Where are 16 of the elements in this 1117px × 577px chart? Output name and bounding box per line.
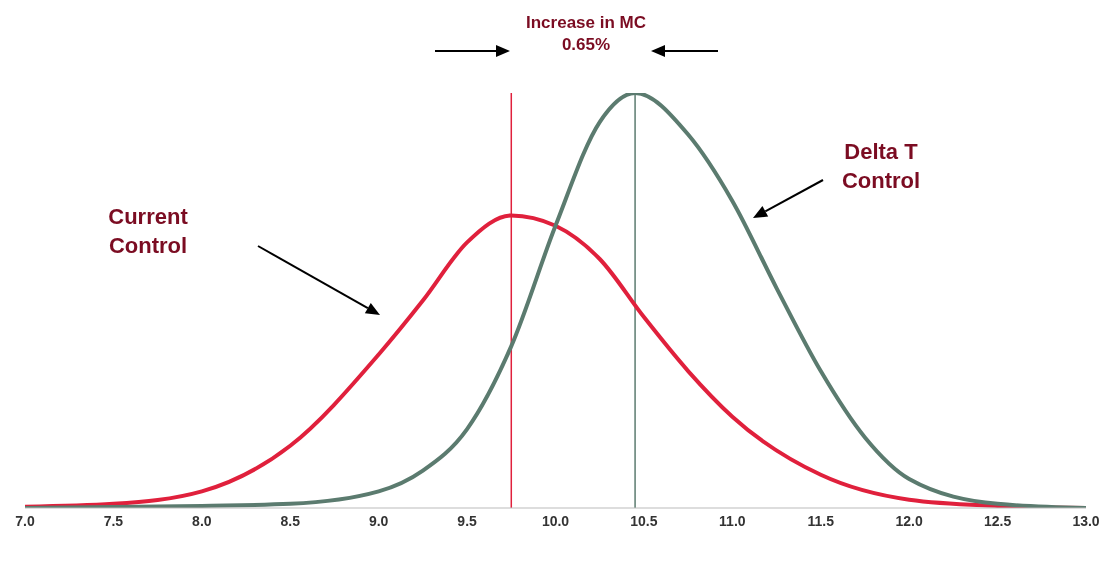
x-tick-label: 10.0 — [541, 512, 570, 529]
x-tick-label: 7.5 — [103, 512, 124, 529]
x-tick-label: 10.5 — [630, 512, 658, 529]
x-tick-label: 8.0 — [192, 512, 212, 529]
x-tick-label: 13.0 — [1072, 512, 1100, 529]
annotation: Current Control — [107, 203, 189, 260]
x-tick-label: 12.0 — [895, 512, 923, 529]
x-tick-label: 9.5 — [457, 512, 478, 529]
x-tick-label: 11.5 — [807, 512, 835, 529]
x-tick-label: 8.5 — [280, 512, 301, 529]
x-tick-label: 12.5 — [983, 512, 1012, 529]
text: Increase in MC 0.65% — [525, 12, 647, 57]
x-tick-label: 9.0 — [368, 512, 389, 529]
x-tick-label: 7.0 — [15, 512, 35, 529]
x-tick-label: 11.0 — [719, 512, 746, 529]
annotation: Delta T Control — [840, 138, 922, 195]
